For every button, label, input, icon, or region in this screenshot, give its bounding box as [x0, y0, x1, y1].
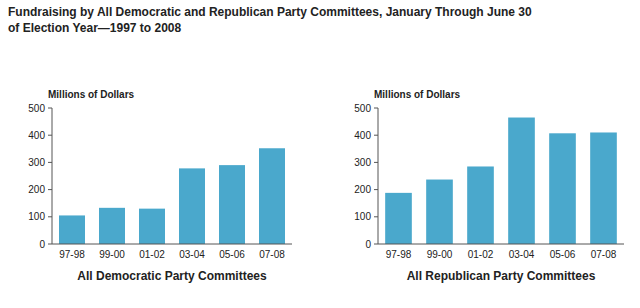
y-tick [48, 135, 52, 136]
x-tick-label: 01-02 [139, 249, 165, 260]
bar [426, 180, 453, 244]
y-tick [48, 216, 52, 217]
y-tick [374, 135, 378, 136]
bars [59, 148, 285, 244]
x-tick-label: 07-08 [591, 249, 617, 260]
x-tick-label: 03-04 [509, 249, 535, 260]
x-axis-label: All Democratic Party Committees [77, 269, 267, 283]
x-tick-label: 07-08 [259, 249, 285, 260]
y-tick-label: 100 [28, 211, 45, 222]
x-axis-line [52, 244, 292, 245]
title: Fundraising by All Democratic and Republ… [8, 5, 532, 19]
y-tick [48, 108, 52, 109]
y-tick [374, 162, 378, 163]
bar [139, 209, 165, 244]
y-axis-line [52, 108, 53, 244]
y-tick-label: 0 [39, 239, 45, 250]
y-axis-label: Millions of Dollars [48, 89, 135, 100]
bar [385, 193, 412, 244]
y-tick-label: 0 [365, 239, 371, 250]
y-axis-label: Millions of Dollars [374, 89, 461, 100]
x-tick-label: 03-04 [179, 249, 205, 260]
y-tick-label: 500 [28, 103, 45, 114]
bar [219, 165, 245, 244]
y-tick-label: 400 [28, 130, 45, 141]
y-tick-label: 400 [354, 130, 371, 141]
y-tick [374, 216, 378, 217]
x-tick-label: 99-00 [427, 249, 453, 260]
y-tick-label: 200 [28, 184, 45, 195]
bar [259, 148, 285, 244]
bar [508, 118, 535, 244]
bar [549, 133, 576, 244]
y-axis-line [378, 108, 379, 244]
y-tick [48, 162, 52, 163]
y-tick-label: 200 [354, 184, 371, 195]
y-tick [374, 244, 378, 245]
bar [99, 208, 125, 244]
bar [179, 168, 205, 244]
bar [590, 132, 617, 244]
y-tick-label: 300 [28, 157, 45, 168]
bar-chart: 0 100 200 300 400 500 97-98 99-00 01-02 03-04 05-0… [28, 89, 292, 283]
bar [59, 215, 85, 244]
bar-chart: 0 100 200 300 400 500 97-98 99-00 01-02 03-04 05-0… [354, 89, 624, 283]
bar [467, 166, 494, 244]
chart-figure: Fundraising by All Democratic and Republ… [0, 0, 640, 308]
bars [385, 118, 617, 244]
subtitle: of Election Year—1997 to 2008 [8, 21, 182, 35]
x-tick-label: 05-06 [219, 249, 245, 260]
y-tick [48, 189, 52, 190]
x-axis-line [378, 244, 624, 245]
y-tick [374, 189, 378, 190]
x-axis-label: All Republican Party Committees [407, 269, 596, 283]
y-tick [48, 244, 52, 245]
y-tick [374, 108, 378, 109]
y-tick-label: 500 [354, 103, 371, 114]
x-tick-label: 97-98 [386, 249, 412, 260]
x-tick-label: 01-02 [468, 249, 494, 260]
x-tick-label: 05-06 [550, 249, 576, 260]
x-tick-label: 97-98 [59, 249, 85, 260]
y-tick-label: 100 [354, 211, 371, 222]
x-tick-label: 99-00 [99, 249, 125, 260]
y-tick-label: 300 [354, 157, 371, 168]
